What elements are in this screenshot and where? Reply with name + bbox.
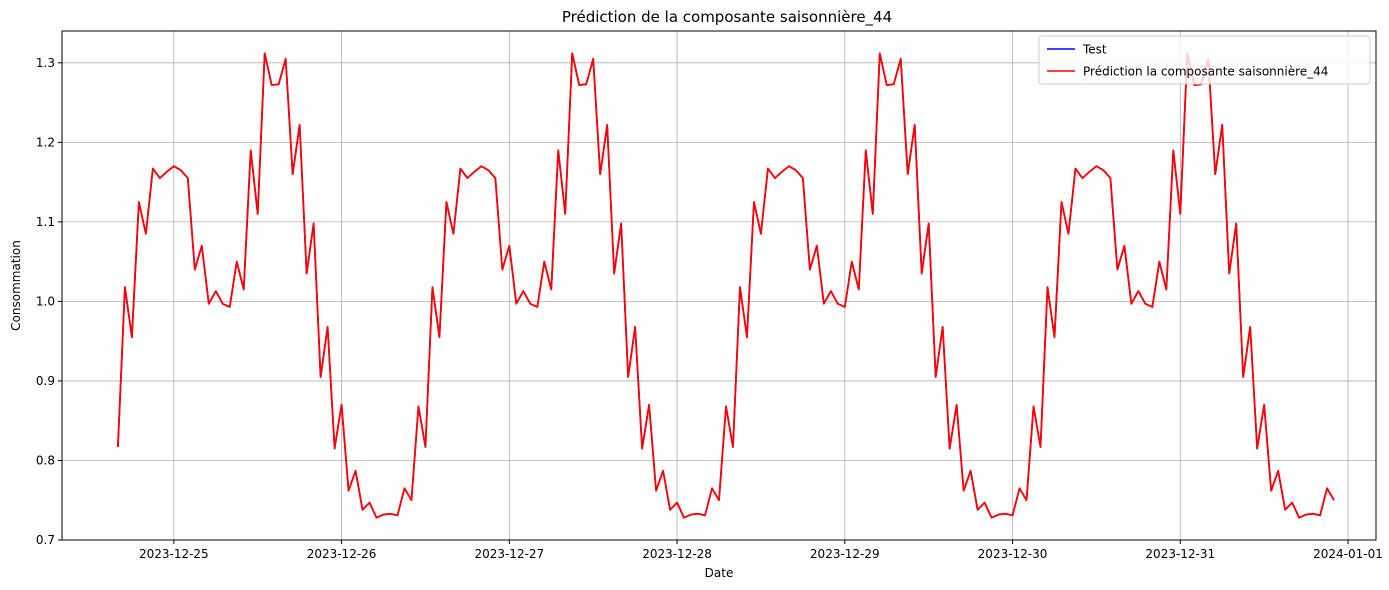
series-line-test bbox=[117, 52, 1335, 519]
y-tick-label: 0.8 bbox=[36, 453, 55, 467]
y-tick-label: 0.7 bbox=[36, 533, 55, 547]
x-axis-ticks: 2023-12-25 2023-12-26 2023-12-27 2023-12-28… bbox=[139, 540, 1383, 561]
y-axis-label: Consommation bbox=[9, 240, 23, 331]
x-tick-label: 2023-12-25 bbox=[139, 547, 209, 561]
legend-box bbox=[1038, 35, 1371, 85]
legend-label-prediction: Prédiction la composante saisonnière_44 bbox=[1083, 65, 1328, 79]
y-tick-label: 1.2 bbox=[36, 135, 55, 149]
chart-title: Prédiction de la composante saisonnière_… bbox=[562, 8, 892, 27]
y-tick-label: 1.1 bbox=[36, 215, 55, 229]
series-line-prediction bbox=[117, 52, 1335, 519]
plot-frame bbox=[61, 30, 1377, 541]
y-tick-label: 0.9 bbox=[36, 374, 55, 388]
x-tick-label: 2023-12-26 bbox=[307, 547, 377, 561]
x-axis-label: Date bbox=[705, 566, 734, 580]
legend: Test Prédiction la composante saisonnièr… bbox=[1038, 35, 1371, 85]
y-axis-ticks: 0.7 0.8 0.9 1.0 1.1 1.2 1.3 bbox=[36, 56, 62, 547]
series-layer bbox=[117, 52, 1335, 519]
grid-layer bbox=[62, 31, 1376, 541]
x-tick-label: 2023-12-30 bbox=[978, 547, 1048, 561]
x-tick-label: 2023-12-29 bbox=[810, 547, 880, 561]
y-tick-label: 1.3 bbox=[36, 56, 55, 70]
y-tick-label: 1.0 bbox=[36, 294, 55, 308]
x-tick-label: 2024-01-01 bbox=[1313, 547, 1383, 561]
x-tick-label: 2023-12-27 bbox=[474, 547, 544, 561]
x-tick-label: 2023-12-31 bbox=[1145, 547, 1215, 561]
x-tick-label: 2023-12-28 bbox=[642, 547, 712, 561]
legend-label-test: Test bbox=[1082, 43, 1107, 57]
